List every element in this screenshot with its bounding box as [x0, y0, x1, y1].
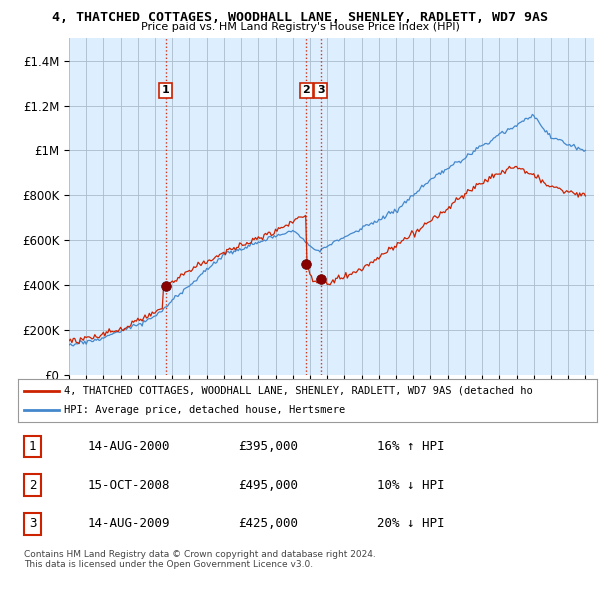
- Text: 14-AUG-2009: 14-AUG-2009: [88, 517, 170, 530]
- Text: 15-OCT-2008: 15-OCT-2008: [88, 478, 170, 492]
- Text: 1: 1: [162, 86, 170, 96]
- Text: 1: 1: [29, 440, 36, 453]
- Text: 20% ↓ HPI: 20% ↓ HPI: [377, 517, 445, 530]
- Text: £495,000: £495,000: [238, 478, 298, 492]
- Text: 4, THATCHED COTTAGES, WOODHALL LANE, SHENLEY, RADLETT, WD7 9AS: 4, THATCHED COTTAGES, WOODHALL LANE, SHE…: [52, 11, 548, 24]
- Text: Price paid vs. HM Land Registry's House Price Index (HPI): Price paid vs. HM Land Registry's House …: [140, 22, 460, 32]
- Text: 2: 2: [302, 86, 310, 96]
- Text: HPI: Average price, detached house, Hertsmere: HPI: Average price, detached house, Hert…: [64, 405, 346, 415]
- Text: 10% ↓ HPI: 10% ↓ HPI: [377, 478, 445, 492]
- Text: Contains HM Land Registry data © Crown copyright and database right 2024.
This d: Contains HM Land Registry data © Crown c…: [24, 550, 376, 569]
- Text: £395,000: £395,000: [238, 440, 298, 453]
- Text: 3: 3: [29, 517, 36, 530]
- Text: 3: 3: [317, 86, 325, 96]
- Text: 14-AUG-2000: 14-AUG-2000: [88, 440, 170, 453]
- Text: 2: 2: [29, 478, 36, 492]
- Text: 16% ↑ HPI: 16% ↑ HPI: [377, 440, 445, 453]
- Text: 4, THATCHED COTTAGES, WOODHALL LANE, SHENLEY, RADLETT, WD7 9AS (detached ho: 4, THATCHED COTTAGES, WOODHALL LANE, SHE…: [64, 386, 533, 396]
- Text: £425,000: £425,000: [238, 517, 298, 530]
